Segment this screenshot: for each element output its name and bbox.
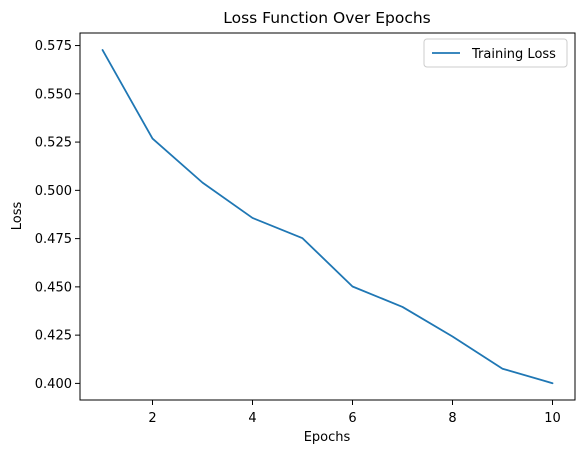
y-tick-label: 0.475: [35, 232, 72, 247]
x-axis-ticks: 2 4 6 8 10: [148, 400, 561, 426]
legend-box: [423, 38, 568, 68]
y-tick-label: 0.525: [35, 136, 72, 151]
x-tick-label: 2: [148, 411, 156, 426]
y-tick-label: 0.400: [35, 377, 72, 392]
x-tick-label: 8: [448, 411, 456, 426]
x-tick-label: 6: [348, 411, 356, 426]
series-line-training-loss: [101, 49, 554, 385]
y-axis-label: Loss: [10, 202, 25, 231]
y-tick-label: 0.500: [35, 184, 72, 199]
y-tick-label: 0.575: [35, 39, 72, 54]
legend: Training Loss: [423, 38, 568, 68]
chart-title: Loss Function Over Epochs: [223, 9, 431, 27]
x-tick-label: 4: [248, 411, 256, 426]
y-tick-label: 0.425: [35, 329, 72, 344]
series-layer: [101, 49, 554, 385]
plot-area: [79, 32, 576, 401]
plot-frame: [79, 32, 576, 401]
legend-label-training-loss: Training Loss: [471, 47, 556, 62]
y-tick-label: 0.450: [35, 280, 72, 295]
x-axis-label: Epochs: [304, 430, 351, 445]
y-tick-label: 0.550: [35, 87, 72, 102]
x-tick-label: 10: [544, 411, 561, 426]
y-axis-ticks: 0.400 0.425 0.450 0.475 0.500 0.525 0.550 0.575: [35, 39, 80, 392]
